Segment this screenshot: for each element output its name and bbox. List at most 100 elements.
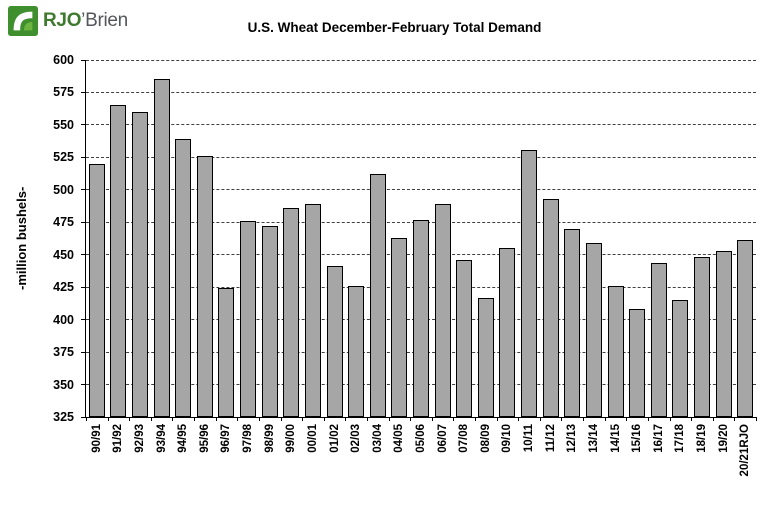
chart-title: U.S. Wheat December-February Total Deman… xyxy=(247,20,542,35)
y-axis-label: -million bushels- xyxy=(14,186,29,291)
gridline xyxy=(86,124,756,126)
x-tick-mark xyxy=(713,417,714,421)
bar xyxy=(585,243,602,417)
y-tick-mark xyxy=(81,59,86,61)
bar xyxy=(304,204,321,417)
x-tick-label: 03/04 xyxy=(371,424,384,453)
x-tick-mark xyxy=(756,417,757,421)
x-tick-label: 15/16 xyxy=(631,424,644,453)
y-tick-mark xyxy=(81,189,86,191)
x-tick-mark xyxy=(151,417,152,421)
bar xyxy=(672,300,689,417)
x-tick-label: 09/10 xyxy=(501,424,514,453)
x-tick-mark xyxy=(626,417,627,421)
x-tick-label: 97/98 xyxy=(242,424,255,453)
bar xyxy=(153,79,170,417)
y-tick-mark xyxy=(81,156,86,158)
bar xyxy=(132,112,149,417)
bar xyxy=(240,221,257,417)
x-tick-label: 14/15 xyxy=(609,424,622,453)
y-tick-label: 525 xyxy=(53,150,74,165)
x-tick-label: 00/01 xyxy=(306,424,319,453)
x-tick-mark xyxy=(518,417,519,421)
x-tick-mark xyxy=(410,417,411,421)
x-tick-mark xyxy=(259,417,260,421)
y-tick-mark xyxy=(81,319,86,321)
rjobrien-logo: RJO’Brien xyxy=(8,6,128,36)
x-tick-label: 94/95 xyxy=(177,424,190,453)
x-tick-label: 13/14 xyxy=(587,424,600,453)
bar xyxy=(715,251,732,417)
y-tick-label: 475 xyxy=(53,215,74,230)
x-tick-mark xyxy=(172,417,173,421)
bar xyxy=(413,220,429,417)
bar xyxy=(607,286,624,417)
y-tick-mark xyxy=(81,221,86,223)
x-tick-mark xyxy=(216,417,217,421)
bar xyxy=(434,204,451,417)
gridline xyxy=(86,156,756,158)
y-tick-mark xyxy=(81,286,86,288)
bar xyxy=(737,240,754,417)
y-tick-mark xyxy=(81,384,86,386)
x-tick-label: 92/93 xyxy=(134,424,147,453)
bar xyxy=(369,174,386,417)
x-tick-label: 02/03 xyxy=(350,424,363,453)
x-tick-label: 01/02 xyxy=(328,424,341,453)
x-tick-mark xyxy=(561,417,562,421)
x-tick-mark xyxy=(648,417,649,421)
x-tick-mark xyxy=(389,417,390,421)
bar xyxy=(326,266,343,417)
x-tick-label: 11/12 xyxy=(544,424,557,453)
x-tick-label: 08/09 xyxy=(479,424,492,453)
y-tick-label: 600 xyxy=(53,53,74,67)
x-tick-mark xyxy=(345,417,346,421)
x-tick-mark xyxy=(734,417,735,421)
bar xyxy=(391,238,408,417)
y-tick-label: 350 xyxy=(53,377,74,392)
x-tick-mark xyxy=(497,417,498,421)
bar xyxy=(456,260,473,417)
y-tick-mark xyxy=(81,91,86,93)
x-tick-mark xyxy=(108,417,109,421)
y-tick-label: 550 xyxy=(53,117,74,132)
x-tick-mark xyxy=(540,417,541,421)
bar xyxy=(218,288,235,417)
x-tick-label: 05/06 xyxy=(415,424,427,453)
gridline xyxy=(86,91,756,93)
x-tick-mark xyxy=(432,417,433,421)
x-tick-label: 90/91 xyxy=(90,424,103,453)
y-tick-label: 575 xyxy=(53,85,74,100)
logo-text-brien: ’Brien xyxy=(81,10,128,31)
x-tick-label: 16/17 xyxy=(652,424,665,453)
y-tick-label: 375 xyxy=(53,345,74,360)
x-tick-mark xyxy=(302,417,303,421)
x-tick-label: 12/13 xyxy=(566,424,579,453)
bar xyxy=(477,298,494,417)
gridline xyxy=(86,189,756,191)
x-tick-label: 93/94 xyxy=(155,424,168,453)
x-tick-mark xyxy=(129,417,130,421)
x-tick-mark xyxy=(453,417,454,421)
y-tick-label: 425 xyxy=(53,280,74,295)
x-tick-mark xyxy=(281,417,282,421)
rjobrien-logo-icon xyxy=(8,6,38,36)
x-tick-label: 04/05 xyxy=(393,424,406,453)
x-tick-mark xyxy=(194,417,195,421)
x-tick-mark xyxy=(237,417,238,421)
bar xyxy=(629,309,646,417)
bar xyxy=(110,105,127,417)
x-tick-label: 07/08 xyxy=(458,424,471,453)
logo-text: RJO’Brien xyxy=(43,10,128,32)
x-tick-label: 10/11 xyxy=(523,424,536,453)
gridline xyxy=(86,59,756,61)
bar xyxy=(542,199,559,417)
x-tick-label: 06/07 xyxy=(436,424,449,453)
y-tick-label: 325 xyxy=(53,410,74,424)
logo-text-rjo: RJO xyxy=(43,10,82,31)
bar xyxy=(521,150,538,417)
y-tick-mark xyxy=(81,351,86,353)
bar xyxy=(88,164,105,417)
x-tick-label: 91/92 xyxy=(112,424,125,453)
y-tick-label: 500 xyxy=(53,182,74,197)
